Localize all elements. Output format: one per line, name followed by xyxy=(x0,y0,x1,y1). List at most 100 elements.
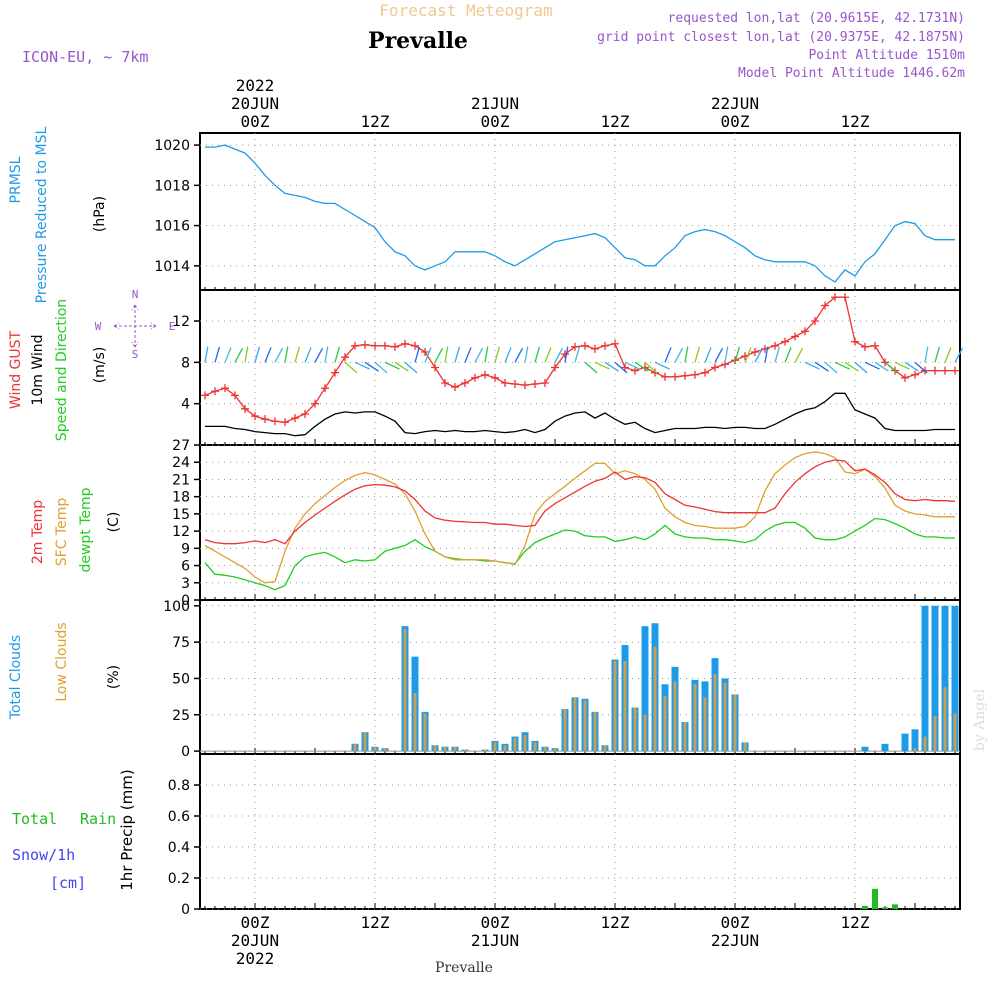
wind-direction-arrow xyxy=(604,361,619,372)
rain-bar xyxy=(892,904,898,909)
low-cloud-bar xyxy=(573,697,577,752)
wind-direction-arrow xyxy=(754,347,764,363)
total-cloud-bar xyxy=(881,743,889,752)
wind-direction-arrow xyxy=(354,361,370,370)
rain-bar xyxy=(862,905,868,909)
y-tick-label: 0.4 xyxy=(168,840,190,856)
wind-direction-arrow xyxy=(644,361,658,374)
bottom-time-label: 12Z xyxy=(841,913,870,932)
gust-marker xyxy=(911,370,919,379)
low-cloud-bar xyxy=(373,746,377,752)
dewpoint-label: dewpt Temp xyxy=(78,487,94,572)
panel-frame xyxy=(199,132,961,291)
wind-10m-label: 10m Wind xyxy=(30,334,46,405)
wind-direction-arrow xyxy=(674,347,684,363)
wind-direction-arrow xyxy=(294,346,301,363)
y-tick-label: 0 xyxy=(181,744,190,760)
low-cloud-bar xyxy=(553,748,557,752)
wind-direction-arrow xyxy=(954,347,964,363)
wind-direction-arrow xyxy=(284,346,289,363)
low-cloud-bar xyxy=(353,743,357,752)
wind-direction-arrow xyxy=(404,361,418,374)
wind-direction-arrow xyxy=(794,347,804,363)
gust-marker xyxy=(351,341,359,350)
total-cloud-bar xyxy=(901,733,909,752)
gust-marker xyxy=(451,383,459,392)
wind-direction-arrow xyxy=(564,346,569,363)
y-tick-label: 25 xyxy=(172,708,190,724)
wind-direction-arrow xyxy=(714,347,724,363)
y-tick-label: 12 xyxy=(172,314,190,330)
gust-marker xyxy=(231,391,239,400)
total-cloud-bar xyxy=(911,729,919,752)
wind-direction-arrow xyxy=(434,347,444,363)
total-cloud-bar xyxy=(641,626,649,752)
gust-marker xyxy=(801,327,809,336)
precip-total-label: Total xyxy=(12,810,57,828)
gust-marker xyxy=(431,363,439,372)
wind-direction-arrow xyxy=(484,346,489,363)
wind-direction-arrow xyxy=(814,361,829,372)
gust-marker xyxy=(751,348,759,356)
wind-direction-arrow xyxy=(344,361,358,374)
wind-direction-arrow xyxy=(314,347,324,363)
low-cloud-bar xyxy=(633,707,637,752)
wind-direction-arrow xyxy=(474,347,484,363)
wind-direction-arrow xyxy=(444,346,449,363)
y-tick-label: 0 xyxy=(181,593,190,609)
sfc-temp-line xyxy=(204,451,955,584)
wind-direction-arrow xyxy=(664,347,672,363)
y-tick-label: 1018 xyxy=(154,178,190,194)
dewpoint-line xyxy=(204,517,955,591)
wind-direction-arrow xyxy=(514,347,524,363)
low-cloud-bar xyxy=(683,722,687,752)
low-cloud-bar xyxy=(713,674,717,752)
wind-direction-arrow xyxy=(214,346,221,363)
gust-marker xyxy=(301,410,309,418)
point-altitude: Point Altitude 1510m xyxy=(808,48,965,63)
y-tick-label: 8 xyxy=(181,355,190,371)
gust-marker xyxy=(291,414,299,423)
gust-marker xyxy=(671,372,679,381)
station-title: Prevalle xyxy=(368,28,468,54)
wind-direction-arrow xyxy=(804,361,820,370)
pressure-sublabel: Pressure Reduced to MSL xyxy=(34,126,50,303)
y-tick-label: 100 xyxy=(163,599,190,615)
wind-direction-arrow xyxy=(324,346,329,363)
wind-direction-label: Speed and Direction xyxy=(54,299,70,441)
low-cloud-bar xyxy=(733,694,737,752)
wind-direction-arrow xyxy=(274,347,284,363)
gust-marker xyxy=(791,332,799,341)
top-time-label: 2022 xyxy=(236,76,275,95)
low-cloud-bar xyxy=(413,692,417,752)
wind-direction-arrow xyxy=(614,361,628,374)
wind-direction-arrow xyxy=(454,346,461,363)
gust-marker xyxy=(501,379,509,387)
wind-direction-arrow xyxy=(824,361,838,374)
wind-direction-arrow xyxy=(494,346,501,363)
wind-direction-arrow xyxy=(724,346,729,363)
wind-direction-arrow xyxy=(624,361,640,370)
precipitation-panel: 0 0.2 0.4 0.6 0.8 Total Rain Snow/1h [cm] 1hr Pre… xyxy=(12,753,961,918)
wind-unit: (m/s) xyxy=(92,347,108,384)
top-time-label: 12Z xyxy=(601,112,630,131)
low-cloud-bar xyxy=(363,732,367,752)
y-tick-label: 1020 xyxy=(154,138,190,154)
precip-snow-label: Snow/1h xyxy=(12,846,75,864)
y-tick-label: 0 xyxy=(181,902,190,918)
low-cloud-bar xyxy=(493,742,497,752)
clouds-unit: (%) xyxy=(106,665,122,689)
wind-direction-arrow xyxy=(224,347,232,363)
wind-direction-arrow xyxy=(204,346,209,363)
precip-rain-label: Rain xyxy=(80,810,116,828)
low-cloud-bar xyxy=(483,749,487,752)
y-tick-label: 0.8 xyxy=(168,778,190,794)
wind-direction-arrow xyxy=(684,346,689,363)
compass-east: E xyxy=(169,320,176,333)
y-tick-label: 4 xyxy=(181,397,190,413)
gust-line xyxy=(204,296,955,423)
top-time-label: 20JUN xyxy=(231,94,279,113)
clouds-panel: 0 25 50 75 100 Total Clouds Low Clouds (%) xyxy=(8,599,961,760)
